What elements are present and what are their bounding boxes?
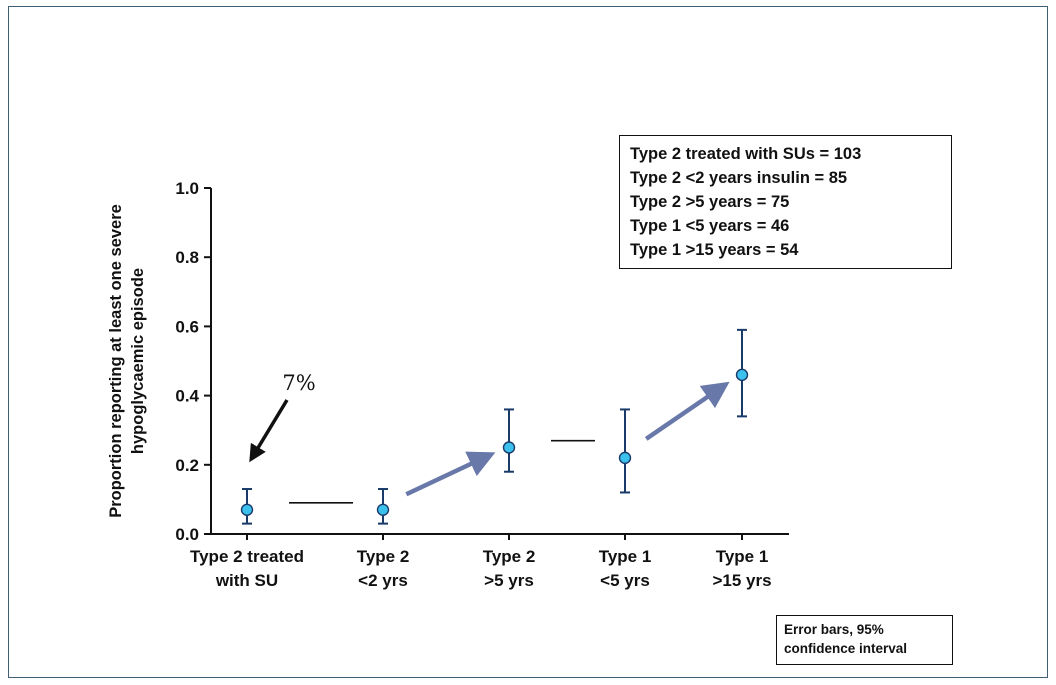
note-line: Error bars, 95% [784, 622, 884, 637]
data-point [618, 451, 632, 465]
legend-entry: Type 2 <2 years insulin = 85 [630, 169, 848, 187]
y-tick-label: 0.6 [175, 317, 199, 336]
y-tick-label: 0.2 [175, 456, 199, 475]
y-axis-label: Proportion reporting at least one severe [107, 204, 125, 518]
y-tick-label: 1.0 [175, 179, 199, 198]
y-tick-label: 0.0 [175, 525, 199, 544]
legend-entry: Type 1 >15 years = 54 [630, 241, 799, 259]
x-tick-label: Type 2 [483, 547, 536, 566]
legend-entry: Type 1 <5 years = 46 [630, 217, 790, 235]
x-tick-label: >5 yrs [484, 571, 534, 590]
legend-entry: Type 2 >5 years = 75 [630, 193, 790, 211]
x-tick-label: <5 yrs [600, 571, 650, 590]
x-tick-label: Type 1 [716, 547, 769, 566]
data-point [735, 368, 749, 382]
note-line: confidence interval [784, 641, 908, 656]
trend-arrow [644, 381, 730, 441]
annotation-text: 7% [282, 371, 315, 395]
annotation-arrow [249, 399, 289, 463]
data-point [502, 441, 516, 454]
chart-svg: 0.0 0.2 0.4 0.6 0.8 1.0 Type 2 treated with SU T… [107, 179, 789, 590]
y-tick-label: 0.4 [175, 387, 199, 406]
x-tick-label: Type 1 [599, 547, 652, 566]
x-tick-label: Type 2 [357, 547, 410, 566]
trend-arrow [405, 451, 496, 497]
error-bar-note: Error bars, 95% confidence interval [776, 615, 953, 665]
chart-frame: 0.0 0.2 0.4 0.6 0.8 1.0 Type 2 treated with SU T… [8, 6, 1048, 678]
legend-entry: Type 2 treated with SUs = 103 [630, 145, 862, 163]
y-tick-label: 0.8 [175, 248, 199, 267]
y-axis-label: hypoglycaemic episode [129, 268, 147, 454]
x-tick-label: with SU [215, 571, 278, 590]
data-point [240, 503, 254, 516]
data-point [376, 503, 390, 516]
x-tick-label: Type 2 treated [190, 547, 304, 566]
x-tick-label: >15 yrs [712, 571, 771, 590]
legend-box: Type 2 treated with SUs = 103 Type 2 <2 … [619, 135, 952, 269]
x-tick-label: <2 yrs [358, 571, 408, 590]
